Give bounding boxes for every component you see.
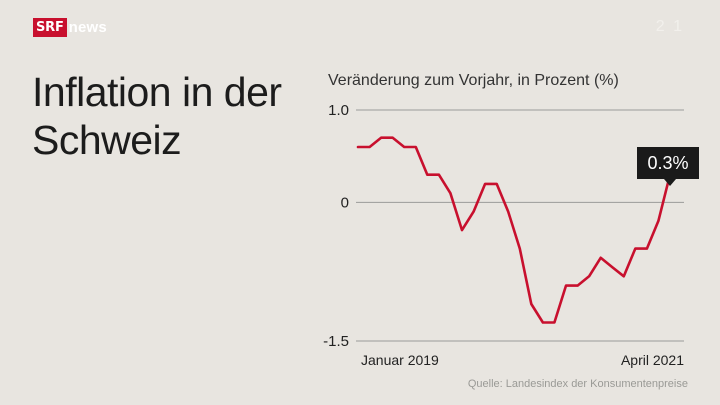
annotation-label: 0.3% [647, 153, 688, 173]
y-tick-label: -1.5 [323, 333, 349, 350]
headline: Inflation in der Schweiz [32, 69, 282, 163]
grid-layer [356, 109, 684, 342]
x-tick-label: April 2021 [621, 352, 684, 368]
annotation-box [637, 147, 699, 179]
series-line [356, 136, 672, 324]
y-tick-label: 1.0 [328, 102, 349, 119]
source-note: Quelle: Landesindex der Konsumentenpreis… [467, 378, 688, 390]
channel-watermark: 2 1 [655, 18, 684, 35]
x-tick-label: Januar 2019 [361, 352, 439, 368]
chart-title: Veränderung zum Vorjahr, in Prozent (%) [328, 72, 619, 89]
srf-news-logo: SRF news [33, 18, 107, 37]
label-layer: 1.0 0 -1.5 Januar 2019 April 2021 0.3% [323, 102, 699, 368]
y-tick-label: 0 [341, 194, 349, 211]
news-wordmark: news [68, 19, 107, 36]
annotation-pointer [664, 179, 676, 186]
srf-logo-box: SRF [33, 18, 67, 37]
line-layer [356, 136, 672, 324]
